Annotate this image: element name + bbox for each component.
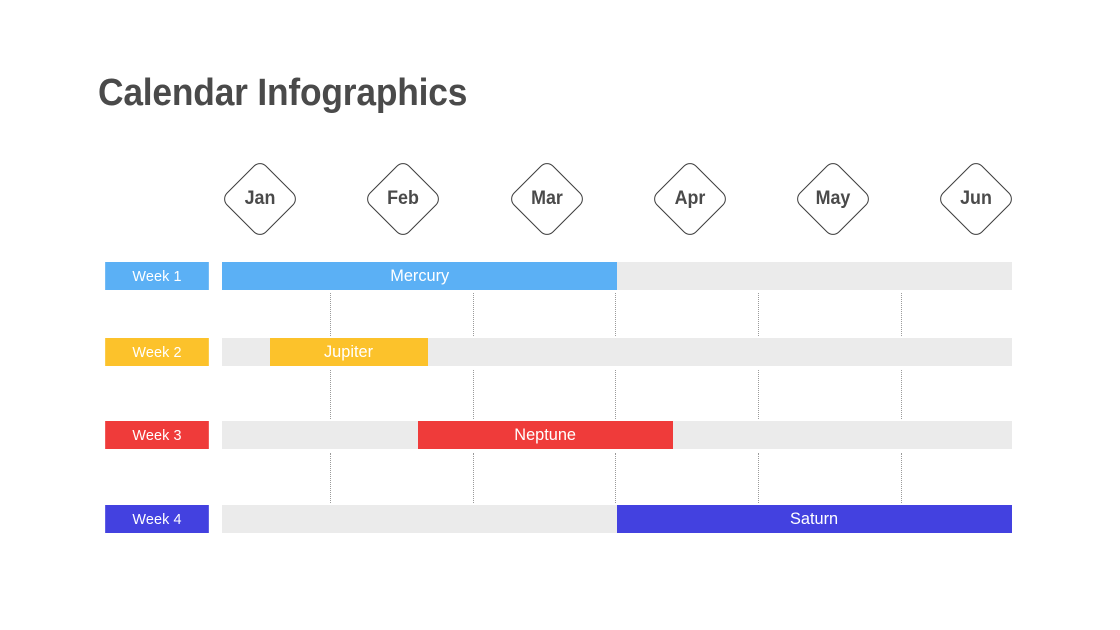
month-label: Apr: [674, 188, 706, 209]
week-tag-4[interactable]: Week 4: [105, 505, 209, 533]
month-label: Jun: [960, 188, 992, 209]
dotted-divider-0-2: [615, 293, 617, 336]
month-label: Feb: [387, 188, 419, 209]
month-label: Jan: [244, 188, 276, 209]
task-label: Jupiter: [324, 342, 374, 361]
week-tag-1[interactable]: Week 1: [105, 262, 209, 290]
week-row-3: Week 3 Neptune: [0, 421, 1120, 449]
task-bar-jupiter[interactable]: Jupiter: [270, 338, 428, 366]
dotted-divider-1-4: [901, 370, 903, 419]
dotted-divider-2-1: [473, 453, 475, 503]
week-row-2: Week 2 Jupiter: [0, 338, 1120, 366]
dotted-divider-0-1: [473, 293, 475, 336]
dotted-divider-1-2: [615, 370, 617, 419]
month-label: Mar: [531, 188, 563, 209]
dotted-divider-1-1: [473, 370, 475, 419]
month-label: May: [815, 188, 851, 209]
week-tag-2[interactable]: Week 2: [105, 338, 209, 366]
task-label: Saturn: [790, 509, 839, 528]
week-row-4: Week 4 Saturn: [0, 505, 1120, 533]
week-row-1: Week 1 Mercury: [0, 262, 1120, 290]
month-marker-may[interactable]: May: [793, 159, 873, 239]
task-label: Neptune: [514, 425, 577, 444]
month-marker-jun[interactable]: Jun: [936, 159, 1016, 239]
task-bar-neptune[interactable]: Neptune: [418, 421, 673, 449]
month-marker-apr[interactable]: Apr: [650, 159, 730, 239]
dotted-divider-0-0: [330, 293, 332, 336]
dotted-divider-2-4: [901, 453, 903, 503]
month-marker-jan[interactable]: Jan: [220, 159, 300, 239]
week-tag-3[interactable]: Week 3: [105, 421, 209, 449]
dotted-divider-0-3: [758, 293, 760, 336]
dotted-divider-2-2: [615, 453, 617, 503]
dotted-divider-1-3: [758, 370, 760, 419]
month-marker-mar[interactable]: Mar: [507, 159, 587, 239]
task-bar-mercury[interactable]: Mercury: [222, 262, 617, 290]
dotted-divider-1-0: [330, 370, 332, 419]
month-marker-feb[interactable]: Feb: [363, 159, 443, 239]
dotted-divider-2-0: [330, 453, 332, 503]
task-label: Mercury: [390, 266, 449, 285]
page-title: Calendar Infographics: [98, 72, 468, 114]
task-bar-saturn[interactable]: Saturn: [617, 505, 1012, 533]
dotted-divider-0-4: [901, 293, 903, 336]
dotted-divider-2-3: [758, 453, 760, 503]
